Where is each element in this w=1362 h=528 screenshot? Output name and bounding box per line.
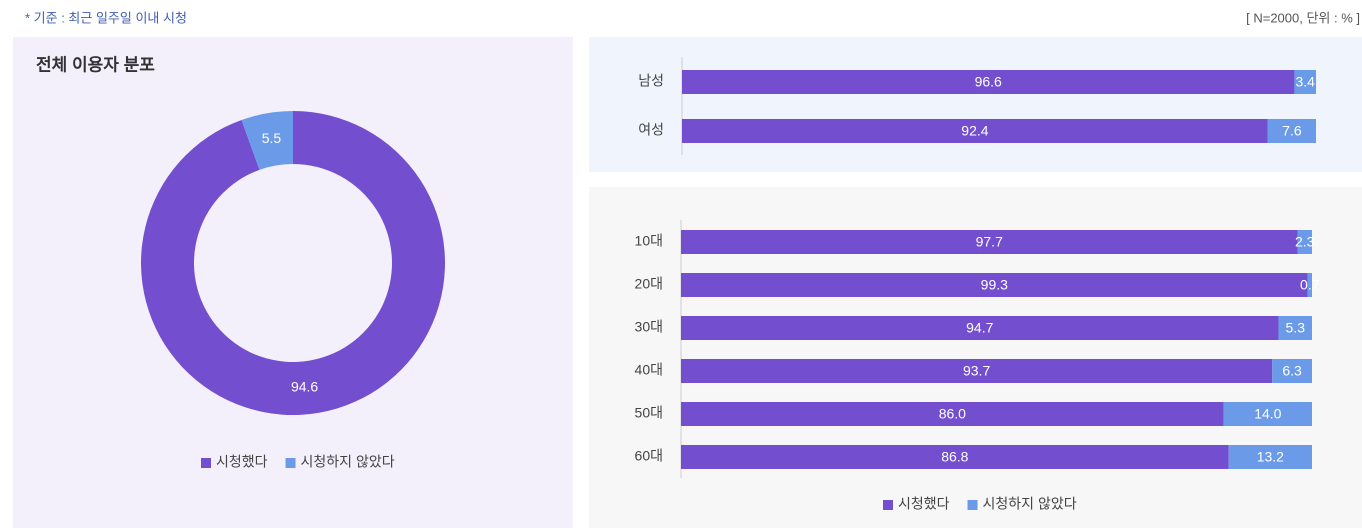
- data-label: 13.2: [1257, 449, 1284, 465]
- y-tick-label: 남성: [638, 73, 664, 89]
- data-label: 92.4: [961, 123, 988, 139]
- data-label: 0.7: [1300, 277, 1320, 293]
- data-label: 86.0: [939, 406, 966, 422]
- chart-title: 전체 이용자 분포: [36, 55, 155, 74]
- bar-segment: [1294, 70, 1316, 94]
- bar-segment: [1297, 230, 1312, 254]
- bar-segment: [682, 70, 1295, 94]
- y-tick-label: 50대: [635, 405, 663, 421]
- bar-segment: [681, 230, 1298, 254]
- data-label: 5.3: [1286, 320, 1306, 336]
- data-label: 3.4: [1295, 74, 1315, 90]
- bar-segment: [681, 316, 1279, 340]
- legend-label: 시청했다: [216, 454, 268, 470]
- legend-label: 시청했다: [898, 496, 950, 512]
- legend-swatch: [967, 500, 978, 510]
- bar-segment: [1278, 316, 1312, 340]
- data-label: 5.5: [262, 130, 282, 146]
- y-tick-label: 30대: [635, 319, 663, 335]
- bar-segment: [1228, 445, 1312, 469]
- data-label: 93.7: [963, 363, 990, 379]
- data-label: 99.3: [981, 277, 1008, 293]
- data-label: 14.0: [1254, 406, 1281, 422]
- data-label: 6.3: [1282, 363, 1302, 379]
- data-label: 7.6: [1282, 123, 1302, 139]
- data-label: 2.3: [1295, 234, 1315, 250]
- bar-segment: [681, 402, 1224, 426]
- bar-segment: [1267, 119, 1316, 143]
- note: * 기준 : 최근 일주일 이내 시청: [25, 10, 187, 25]
- bar-segment: [1223, 402, 1312, 426]
- slice: [141, 111, 445, 415]
- bar-segment: [681, 359, 1273, 383]
- slice: [241, 111, 293, 170]
- legend-label: 시청하지 않았다: [301, 454, 395, 470]
- y-tick-label: 40대: [635, 362, 663, 378]
- legend-swatch: [285, 458, 296, 468]
- panel: [589, 37, 1362, 172]
- bar-segment: [1272, 359, 1312, 383]
- data-label: 94.6: [291, 379, 318, 395]
- y-tick-label: 여성: [638, 122, 664, 138]
- data-label: 96.6: [975, 74, 1002, 90]
- legend-label: 시청하지 않았다: [983, 496, 1077, 512]
- legend-swatch: [883, 500, 893, 510]
- bar-segment: [682, 119, 1268, 143]
- bar-segment: [1307, 273, 1312, 297]
- y-tick-label: 10대: [635, 233, 663, 249]
- data-label: 94.7: [966, 320, 993, 336]
- legend-swatch: [201, 458, 211, 468]
- panel: [13, 37, 573, 528]
- y-tick-label: 20대: [635, 276, 663, 292]
- unit-note: [ N=2000, 단위 : % ]: [1246, 10, 1360, 25]
- data-label: 86.8: [941, 449, 968, 465]
- data-label: 97.7: [976, 234, 1003, 250]
- y-tick-label: 60대: [635, 448, 663, 464]
- bar-segment: [681, 273, 1308, 297]
- bar-segment: [681, 445, 1229, 469]
